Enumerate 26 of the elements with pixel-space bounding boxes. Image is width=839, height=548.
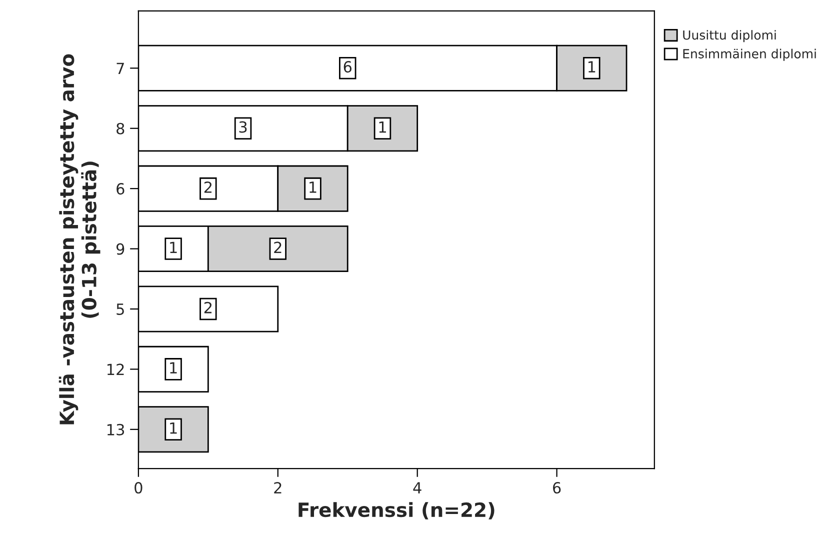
x-tick-label: 2 xyxy=(274,482,282,494)
x-tick-label: 4 xyxy=(413,482,422,494)
data-label: 1 xyxy=(170,422,177,434)
data-label: 2 xyxy=(204,181,212,193)
y-tick-label: 9 xyxy=(116,243,124,255)
legend-label: Ensimmäinen diplomi xyxy=(683,48,816,61)
y-axis-title: Kyllä -vastausten pisteytetty arvo (0-13 pistettä) xyxy=(58,54,100,424)
y-tick-label: 5 xyxy=(116,304,124,316)
data-label: 1 xyxy=(379,121,386,133)
data-label: 3 xyxy=(239,121,247,133)
data-label: 6 xyxy=(344,61,352,73)
data-label: 1 xyxy=(310,182,316,193)
y-tick-label: 8 xyxy=(116,122,124,134)
legend-label: Uusittu diplomi xyxy=(683,30,776,42)
data-label: 2 xyxy=(204,302,212,314)
x-tick-label: 6 xyxy=(553,482,561,494)
x-axis-title: Frekvenssi (n=22) xyxy=(298,502,494,520)
y-tick-label: 7 xyxy=(116,62,124,74)
data-label: 1 xyxy=(170,242,177,253)
data-label: 2 xyxy=(274,242,282,253)
y-tick-label: 13 xyxy=(107,424,124,436)
data-label: 1 xyxy=(588,61,596,72)
data-label: 1 xyxy=(170,362,177,374)
y-tick-label: 12 xyxy=(107,364,124,375)
y-tick-label: 6 xyxy=(116,183,124,195)
x-tick-label: 0 xyxy=(134,482,142,494)
